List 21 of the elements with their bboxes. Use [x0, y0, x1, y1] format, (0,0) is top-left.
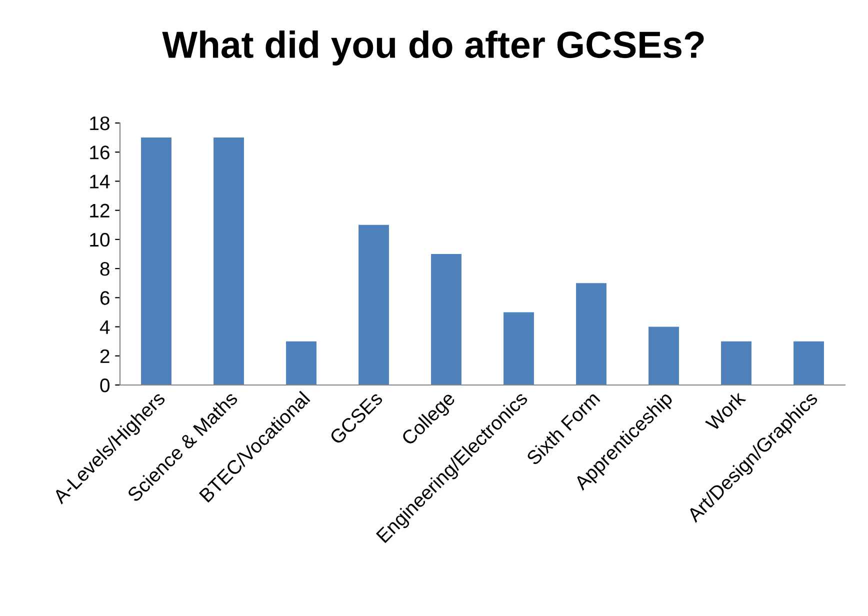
bar [576, 283, 606, 385]
bar [504, 312, 534, 385]
chart-title: What did you do after GCSEs? [162, 30, 704, 66]
bar [648, 326, 679, 385]
bar [794, 341, 824, 385]
y-tick-label: 18 [90, 116, 110, 130]
y-tick-label: 10 [90, 232, 110, 247]
bar [431, 254, 462, 385]
bar [214, 138, 244, 385]
y-tick-label: 16 [90, 146, 110, 160]
y-tick-label: 12 [90, 204, 110, 218]
y-tick-label: 2 [100, 349, 110, 363]
y-tick-label: 8 [100, 262, 110, 276]
y-tick-label: 6 [100, 291, 110, 305]
bar [358, 224, 389, 385]
y-tick-label: 4 [100, 320, 110, 334]
bar [286, 341, 316, 385]
bar [141, 138, 172, 385]
y-tick-label: 0 [100, 378, 110, 392]
y-tick-label: 14 [90, 174, 110, 188]
bar [721, 341, 752, 385]
